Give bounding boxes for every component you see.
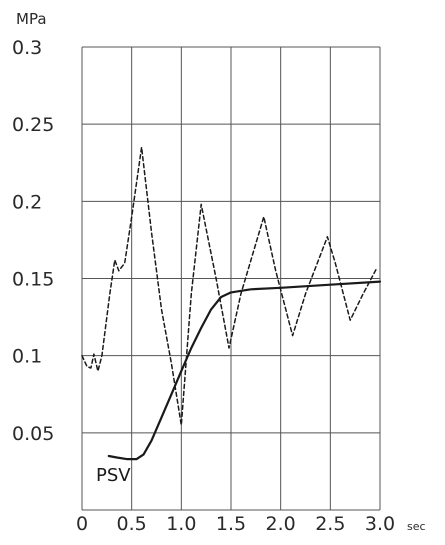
y-tick-label: 0.2 [12,191,42,213]
x-tick-label: 0 [76,513,88,535]
y-axis-ticks: 0.05 0.1 0.15 0.2 0.25 0.3 [12,37,54,445]
y-tick-label: 0.15 [12,269,54,291]
x-tick-label: 1.0 [166,513,196,535]
x-tick-label: 0.5 [117,513,147,535]
y-tick-label: 0.25 [12,114,54,136]
grid [81,46,381,511]
x-axis-ticks: 0 0.5 1.0 1.5 2.0 2.5 3.0 [76,513,395,535]
y-axis-unit: MPa [16,10,47,28]
x-tick-label: 3.0 [365,513,395,535]
plot-area [81,146,382,461]
series-line-dashed [81,146,378,426]
y-tick-label: 0.1 [12,346,42,368]
x-tick-label: 1.5 [216,513,246,535]
y-tick-label: 0.05 [12,423,54,445]
x-tick-label: 2.5 [315,513,345,535]
x-tick-label: 2.0 [266,513,296,535]
x-axis-unit: sec [407,520,426,533]
y-tick-label: 0.3 [12,37,42,59]
series-label-psv: PSV [96,465,131,486]
